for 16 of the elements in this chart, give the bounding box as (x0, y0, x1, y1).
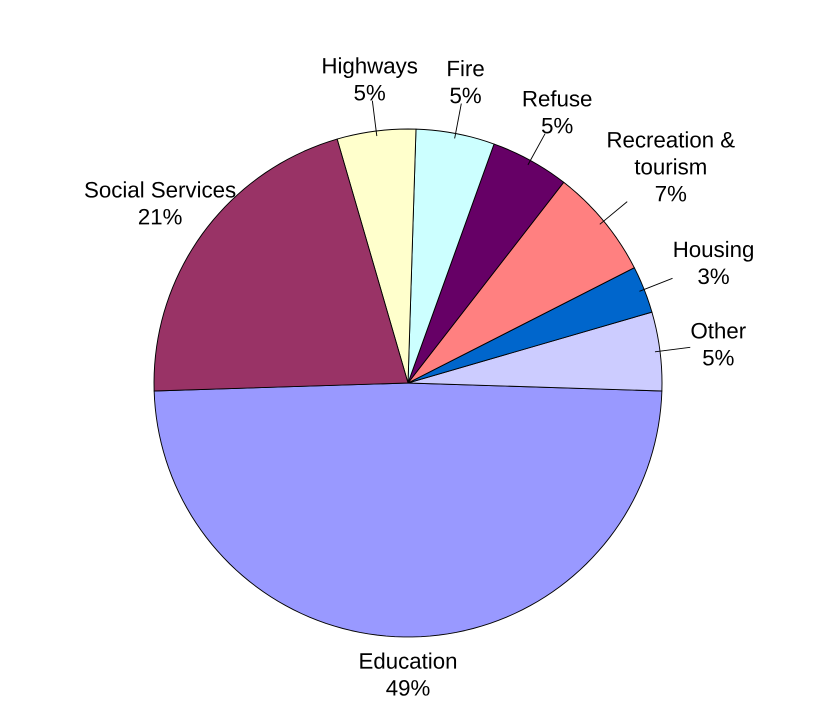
data-label: 21% (138, 208, 182, 225)
data-label: 5% (703, 350, 734, 366)
data-label: 3% (698, 268, 729, 284)
data-label: 5% (354, 84, 385, 101)
data-label: 5% (450, 88, 481, 104)
slice-label: Recreation & tourism (608, 131, 735, 175)
slice-label: Fire (448, 60, 484, 76)
slice-label: Social Services (85, 181, 236, 198)
data-label: 5% (542, 118, 572, 134)
slice-label: Education (360, 652, 456, 669)
slice-label: Refuse (524, 90, 592, 107)
slice-label: Housing (674, 240, 753, 262)
data-label: 7% (656, 186, 686, 202)
slice-label: Other (692, 322, 746, 339)
slice-label: Highways (323, 57, 418, 78)
data-label: 49% (386, 680, 430, 696)
